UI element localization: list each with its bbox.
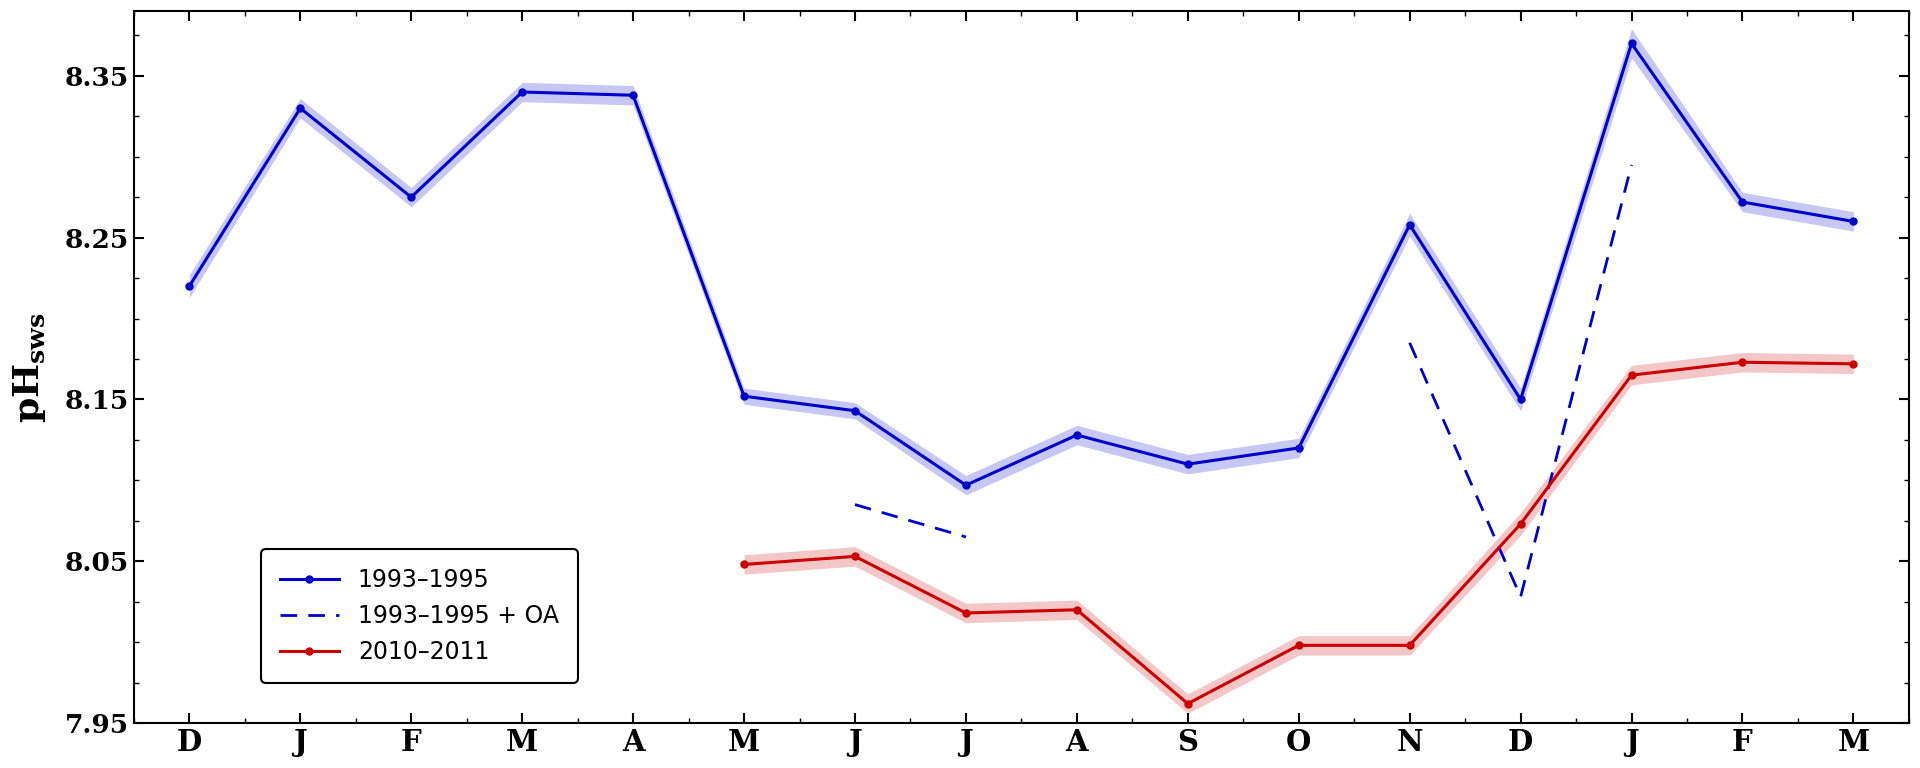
Legend: 1993–1995, 1993–1995 + OA, 2010–2011: 1993–1995, 1993–1995 + OA, 2010–2011 — [261, 549, 578, 683]
Y-axis label: pH$_{\mathregular{sws}}$: pH$_{\mathregular{sws}}$ — [12, 312, 48, 422]
